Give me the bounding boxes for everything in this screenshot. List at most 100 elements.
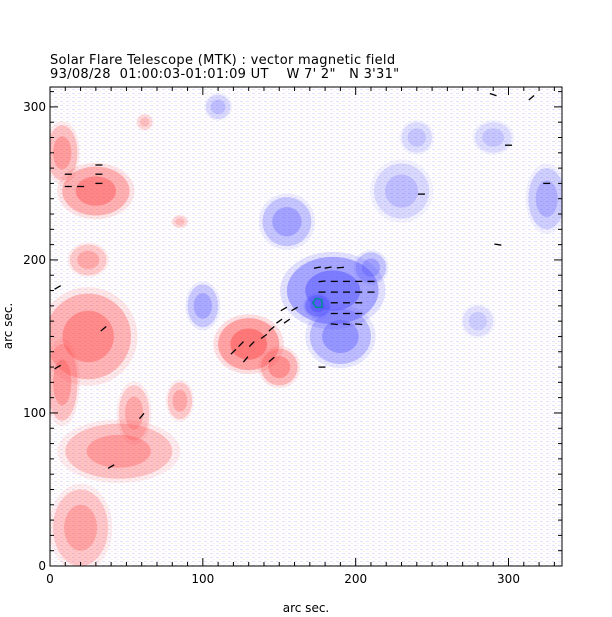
region-halo — [258, 345, 301, 389]
vector-mark — [100, 326, 107, 332]
vector-mark — [107, 464, 115, 469]
plot-frame — [49, 86, 563, 567]
region-halo — [50, 121, 80, 185]
region-body — [462, 305, 494, 337]
contour-line — [312, 297, 323, 309]
region-body — [528, 168, 562, 230]
region-body — [262, 197, 312, 247]
x-tick-label: 0 — [46, 572, 54, 586]
region-core — [53, 359, 72, 406]
vector-mark — [230, 348, 237, 355]
chart-title: Solar Flare Telescope (MTK) : vector mag… — [50, 53, 396, 68]
region-core — [230, 328, 268, 360]
vector-mark — [324, 266, 332, 269]
region-positive-10 — [258, 345, 301, 389]
region-body — [137, 114, 153, 130]
region-halo — [353, 249, 389, 286]
subtitle-longitude: W 7' 2" — [286, 67, 336, 82]
region-positive-11 — [135, 113, 154, 131]
region-positive-1 — [50, 121, 80, 185]
region-core — [272, 206, 302, 237]
region-positive-0 — [57, 162, 135, 220]
region-negative-19 — [369, 159, 434, 223]
y-axis-label: arc sec. — [1, 303, 15, 349]
region-body — [309, 308, 371, 364]
x-tick-label: 200 — [344, 572, 367, 586]
vector-mark — [355, 323, 363, 326]
region-core — [468, 311, 488, 331]
vector-mark — [242, 356, 249, 363]
y-tick-label: 100 — [23, 406, 46, 420]
region-negative-22 — [204, 92, 233, 121]
region-body — [53, 489, 109, 566]
region-body — [187, 284, 219, 328]
region-negative-13 — [280, 251, 386, 330]
vector-mark — [330, 323, 338, 326]
region-body — [69, 244, 107, 276]
region-halo — [185, 281, 221, 331]
region-halo — [50, 483, 113, 566]
y-tick-label: 200 — [23, 253, 46, 267]
vector-mark — [313, 266, 322, 269]
region-core — [62, 310, 114, 363]
field-vectors — [54, 92, 551, 469]
vector-mark — [54, 285, 62, 290]
region-halo — [472, 119, 515, 156]
region-body — [50, 293, 131, 380]
region-negative-18 — [185, 281, 221, 331]
neutral-contour — [312, 297, 323, 309]
region-positive-12 — [171, 214, 189, 229]
region-body — [474, 122, 512, 153]
region-halo — [116, 381, 152, 445]
region-positive-9 — [213, 314, 284, 375]
region-body — [172, 215, 188, 228]
region-core — [53, 136, 72, 170]
region-positive-5 — [57, 419, 181, 483]
vector-mark — [528, 95, 535, 101]
region-body — [374, 163, 430, 219]
region-core — [482, 128, 505, 147]
region-negative-17 — [353, 249, 389, 286]
vector-mark — [268, 326, 275, 332]
x-tick-label: 300 — [497, 572, 520, 586]
region-halo — [67, 242, 110, 278]
region-positive-6 — [116, 381, 152, 445]
region-core — [175, 217, 185, 226]
region-negative-21 — [399, 119, 435, 156]
y-tick-label: 300 — [23, 100, 46, 114]
region-body — [167, 382, 193, 420]
region-body — [50, 344, 78, 421]
region-core — [210, 99, 226, 115]
region-halo — [399, 119, 435, 156]
region-body — [50, 125, 78, 181]
region-negative-23 — [472, 119, 515, 156]
region-halo — [369, 159, 434, 223]
region-core — [193, 292, 213, 319]
vector-mark — [342, 323, 351, 326]
x-axis-label: arc sec. — [283, 601, 329, 615]
y-tick-label: 0 — [38, 559, 46, 573]
region-core — [535, 180, 558, 218]
region-halo — [258, 193, 316, 250]
region-core — [77, 250, 100, 270]
region-body — [260, 348, 298, 386]
region-core — [172, 389, 188, 412]
x-tick-label: 100 — [191, 572, 214, 586]
region-core — [124, 396, 144, 430]
region-negative-15 — [305, 304, 376, 369]
region-body — [205, 94, 231, 120]
subtitle-time-range: 01:00:03-01:01:09 UT — [119, 67, 269, 82]
region-body — [62, 166, 130, 216]
region-body — [65, 423, 173, 479]
vector-mark — [248, 341, 255, 348]
region-halo — [57, 419, 181, 483]
background-noise — [50, 87, 562, 566]
chart-subtitle: 93/08/28 01:00:03-01:01:09 UT W 7' 2" N … — [50, 67, 399, 82]
vector-mark — [489, 92, 497, 97]
region-core — [322, 319, 359, 353]
region-positive-4 — [50, 338, 80, 427]
vector-mark — [318, 280, 326, 283]
region-halo — [165, 379, 194, 422]
region-halo — [525, 163, 562, 234]
